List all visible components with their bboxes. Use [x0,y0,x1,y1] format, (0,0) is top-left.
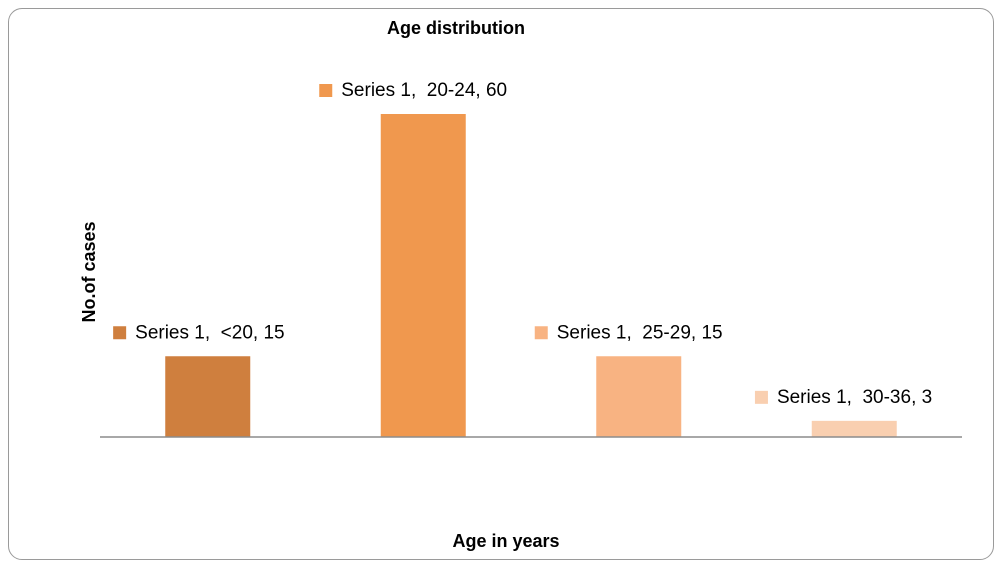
data-label-key-2 [319,84,333,97]
data-label-2: Series 1, 20-24, 60 [341,80,507,101]
data-label-4: Series 1, 30-36, 3 [777,387,932,408]
data-label-3: Series 1, 25-29, 15 [557,322,723,343]
data-label-key-3 [534,326,548,340]
x-axis-label: Age in years [452,531,559,551]
bar-4 [811,420,897,437]
bar-1 [165,356,251,437]
bars-layer [165,114,897,437]
data-label-key-1 [113,326,127,340]
y-axis-label: No.of cases [79,221,99,322]
data-labels-layer: Series 1, <20, 15 Series 1, 20-24, 60 Seri… [113,80,932,408]
chart-frame [8,8,994,560]
data-label-1: Series 1, <20, 15 [135,322,284,343]
data-label-key-4 [754,390,768,404]
bar-2 [380,114,466,437]
chart-title: Age distribution [387,18,525,38]
bar-3 [596,356,682,437]
